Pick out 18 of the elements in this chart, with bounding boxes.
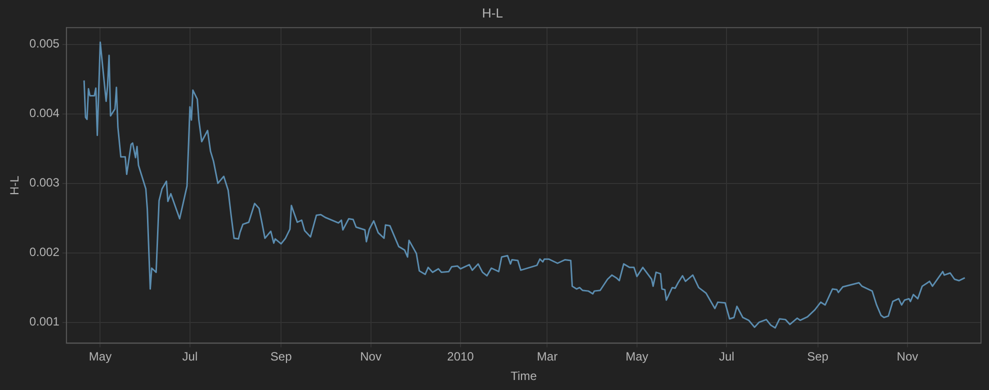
y-tick-label: 0.002 — [29, 245, 60, 260]
x-tick-label: Mar — [536, 350, 558, 364]
chart-title: H-L — [482, 5, 503, 20]
y-tick-label: 0.003 — [29, 176, 60, 190]
x-tick-label: May — [88, 350, 112, 364]
y-tick-label: 0.004 — [29, 106, 60, 120]
x-tick-label: 2010 — [447, 350, 474, 364]
x-tick-label: Nov — [360, 350, 382, 364]
y-tick-label: 0.001 — [29, 314, 60, 329]
x-tick-label: Jul — [718, 350, 734, 364]
x-axis-title: Time — [510, 369, 538, 384]
y-tick-label: 0.005 — [29, 36, 60, 51]
x-tick-label: Sep — [807, 350, 829, 364]
x-tick-label: Sep — [270, 350, 292, 364]
y-axis-title: H-L — [8, 175, 22, 196]
x-tick-label: Jul — [182, 350, 198, 364]
x-tick-label: May — [626, 350, 648, 364]
x-tick-label: Nov — [896, 350, 918, 364]
